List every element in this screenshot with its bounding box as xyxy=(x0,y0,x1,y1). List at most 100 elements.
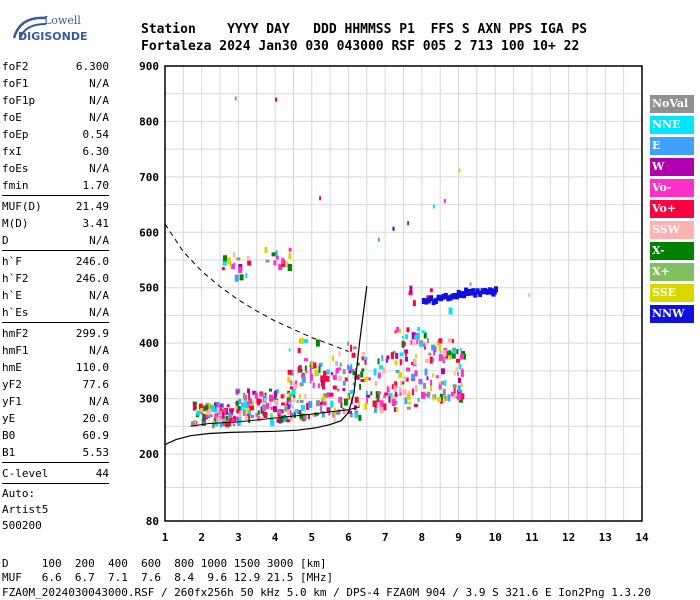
echo-point xyxy=(280,394,284,399)
echo-point xyxy=(236,257,241,261)
echo-point xyxy=(430,383,433,391)
echo-point xyxy=(414,353,417,358)
echo-point xyxy=(326,407,331,413)
param-value: N/A xyxy=(89,344,109,357)
echo-point xyxy=(216,402,220,410)
param-name: hmF1 xyxy=(2,344,29,357)
header-labels: Station YYYY DAY DDD HHMMSS P1 FFS S AXN… xyxy=(141,22,588,37)
echo-point xyxy=(347,341,350,346)
echo-point xyxy=(383,394,387,398)
legend-item: NNW xyxy=(650,305,694,323)
autoscaling-info: Auto: Artist5 500200 xyxy=(2,486,109,534)
echo-point xyxy=(268,388,272,392)
echo-point xyxy=(418,381,423,385)
echo-point xyxy=(411,389,414,396)
echo-point xyxy=(227,418,230,423)
echo-point xyxy=(373,368,377,376)
echo-point xyxy=(230,263,235,269)
param-group-virtual-heights: h`F 246.0 h`F2 246.0 h`E N/A h`Es N/A xyxy=(2,253,109,321)
echo-point xyxy=(384,392,389,396)
echo-point xyxy=(445,350,449,358)
echo-point xyxy=(340,401,343,408)
echo-point xyxy=(297,410,302,415)
y-tick-label: 300 xyxy=(139,393,159,406)
echo-point xyxy=(335,410,340,415)
echo-point xyxy=(252,390,257,395)
echo-point xyxy=(246,414,250,419)
echo-point xyxy=(432,373,435,378)
echo-point xyxy=(402,381,405,385)
echo-point xyxy=(397,328,401,333)
param-row: fmin 1.70 xyxy=(2,177,109,194)
param-row: foF1p N/A xyxy=(2,92,109,109)
echo-point xyxy=(323,370,327,378)
echo-point xyxy=(315,339,320,347)
echo-point xyxy=(343,409,348,414)
echo-point xyxy=(401,359,404,363)
y-tick-label: 400 xyxy=(139,337,159,350)
param-row: h`E N/A xyxy=(2,287,109,304)
echo-point xyxy=(213,418,216,423)
echo-point xyxy=(461,393,465,400)
plot-grid xyxy=(164,65,643,521)
echo-point xyxy=(232,252,235,258)
echo-point xyxy=(247,410,251,416)
echo-point xyxy=(284,406,288,412)
echo-point xyxy=(395,369,400,373)
auto-label: Auto: xyxy=(2,487,36,500)
echo-point xyxy=(303,339,308,344)
echo-point xyxy=(344,377,348,382)
muf-row-label: MUF xyxy=(2,571,22,584)
echo-point-nnw xyxy=(429,295,434,302)
echo-point xyxy=(289,394,292,398)
echo-point xyxy=(276,418,280,423)
echo-point xyxy=(309,380,312,384)
echo-point xyxy=(404,397,408,405)
param-value: 1.70 xyxy=(82,179,110,192)
echo-point xyxy=(374,381,378,387)
echo-point xyxy=(379,407,384,414)
echo-point xyxy=(236,390,239,394)
echo-point xyxy=(442,355,445,363)
param-value: N/A xyxy=(89,77,109,90)
divider xyxy=(2,462,109,463)
echo-point xyxy=(299,399,304,403)
echo-point xyxy=(350,344,353,352)
echo-point xyxy=(301,376,306,383)
echo-point xyxy=(221,267,225,271)
echo-point xyxy=(301,404,306,411)
echo-point xyxy=(286,397,291,401)
echo-point xyxy=(298,393,301,399)
echo-point xyxy=(234,274,239,282)
param-group-muf: MUF(D) 21.49 M(D) 3.41 D N/A xyxy=(2,198,109,249)
echo-point xyxy=(365,398,368,405)
echo-point xyxy=(294,409,299,414)
echo-point xyxy=(288,264,293,272)
d-row-values: 100 200 400 600 800 1000 1500 3000 [km] xyxy=(41,557,327,570)
echo-point xyxy=(342,380,346,386)
echo-point xyxy=(404,356,408,362)
echo-point xyxy=(217,413,221,418)
echo-point xyxy=(355,411,358,415)
param-row: yE 20.0 xyxy=(2,410,109,427)
echo-point xyxy=(441,381,445,386)
echo-point xyxy=(329,392,334,397)
echo-point xyxy=(229,261,232,268)
echo-point-sparse xyxy=(392,226,395,231)
echo-point xyxy=(423,332,427,339)
echo-point xyxy=(455,366,458,371)
param-name: B1 xyxy=(2,446,16,459)
echo-point xyxy=(447,338,452,343)
param-value: 44 xyxy=(95,467,109,480)
param-name: foF2 xyxy=(2,60,29,73)
echo-point xyxy=(289,402,292,408)
echo-point xyxy=(359,383,362,390)
echo-point xyxy=(452,384,457,389)
echo-point xyxy=(325,375,330,382)
param-value: N/A xyxy=(89,111,109,124)
echo-point xyxy=(284,403,287,407)
echo-point xyxy=(439,393,443,400)
echo-point xyxy=(320,375,325,383)
echo-point xyxy=(352,368,355,372)
